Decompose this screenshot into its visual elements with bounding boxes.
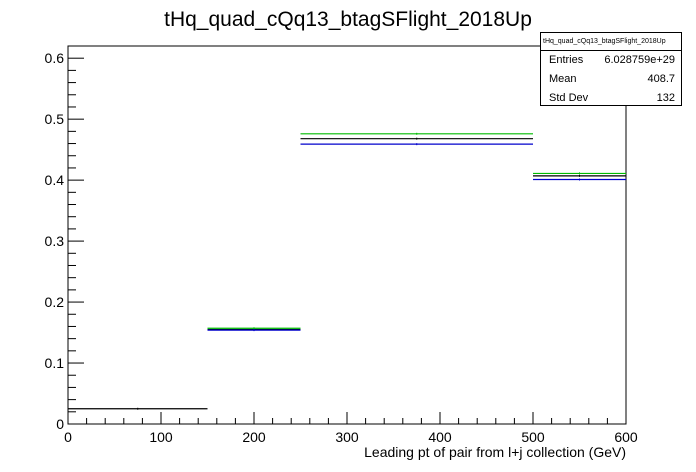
x-tick-label: 500	[521, 429, 545, 445]
stats-label-mean: Mean	[549, 73, 577, 85]
stats-row-entries: Entries 6.028759e+29	[541, 51, 681, 70]
stats-value-stddev: 132	[656, 92, 675, 104]
x-tick-label: 0	[64, 429, 72, 445]
y-tick-label: 0.6	[45, 50, 65, 66]
y-tick-label: 0.4	[45, 172, 65, 188]
x-tick-label: 200	[242, 429, 266, 445]
stats-label-stddev: Std Dev	[549, 92, 589, 104]
chart-title: tHq_quad_cQq13_btagSFlight_2018Up	[164, 8, 532, 31]
y-tick-label: 0	[56, 416, 64, 432]
x-tick-label: 400	[428, 429, 452, 445]
x-tick-label: 600	[614, 429, 638, 445]
stats-row-stddev: Std Dev 132	[541, 89, 681, 108]
stats-label-entries: Entries	[549, 54, 584, 66]
stats-title: tHq_quad_cQq13_btagSFlight_2018Up	[541, 33, 681, 51]
y-tick-label: 0.1	[45, 355, 65, 371]
stats-row-mean: Mean 408.7	[541, 70, 681, 89]
stats-value-entries: 6.028759e+29	[604, 54, 675, 66]
y-tick-label: 0.3	[45, 233, 65, 249]
y-tick-label: 0.5	[45, 111, 65, 127]
x-tick-label: 100	[149, 429, 173, 445]
stats-box: tHq_quad_cQq13_btagSFlight_2018Up Entrie…	[540, 32, 682, 106]
x-tick-label: 300	[335, 429, 359, 445]
stats-value-mean: 408.7	[647, 73, 675, 85]
x-axis-label: Leading pt of pair from l+j collection (…	[364, 444, 626, 460]
y-tick-label: 0.2	[45, 294, 65, 310]
